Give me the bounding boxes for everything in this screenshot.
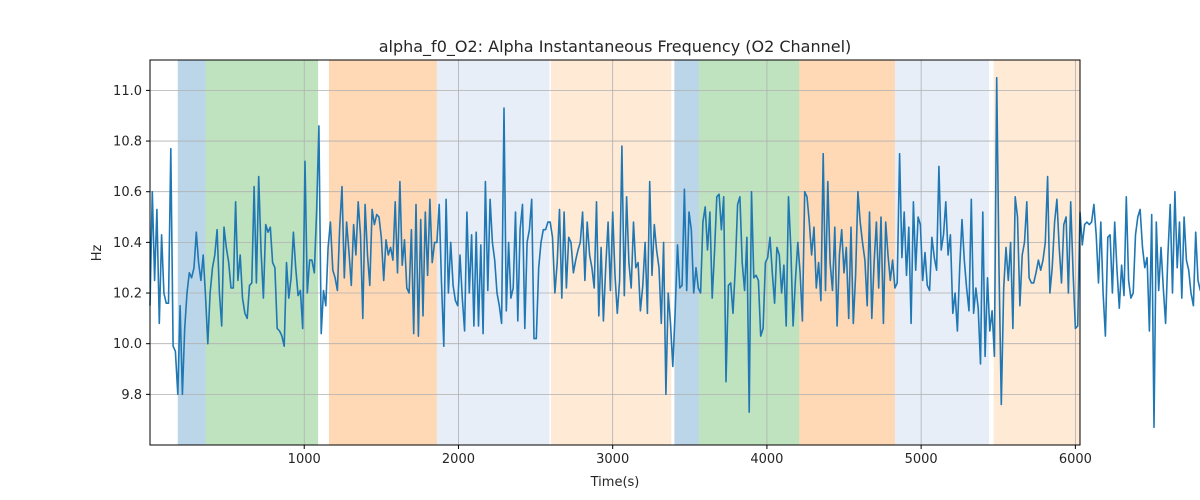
- series-line-alpha_f0_O2: [149, 76, 1200, 429]
- chart-title: alpha_f0_O2: Alpha Instantaneous Frequen…: [379, 37, 852, 57]
- y-tick-label-10.6: 10.6: [113, 185, 142, 200]
- y-tick-label-10.2: 10.2: [113, 287, 142, 302]
- x-tick-label-6000: 6000: [1059, 452, 1092, 467]
- x-tick-label-5000: 5000: [905, 452, 938, 467]
- x-tick-label-4000: 4000: [750, 452, 783, 467]
- data-series: [149, 76, 1200, 429]
- y-axis-label: Hz: [90, 245, 105, 262]
- y-tick-label-11.0: 11.0: [113, 84, 142, 99]
- x-tick-label-2000: 2000: [442, 452, 475, 467]
- y-axis-ticks: 9.8 10.0 10.2 10.4 10.6 10.8 11.0: [113, 84, 150, 403]
- x-axis-ticks: 1000 2000 3000 4000 5000 6000: [288, 445, 1092, 467]
- x-tick-label-3000: 3000: [596, 452, 629, 467]
- band-10: [993, 60, 1080, 445]
- x-axis-label: Time(s): [590, 475, 640, 490]
- y-tick-label-9.8: 9.8: [121, 388, 142, 403]
- band-9: [894, 60, 990, 445]
- plot-frame: [149, 59, 1081, 446]
- y-tick-label-10.0: 10.0: [113, 337, 142, 352]
- grid-lines: [150, 60, 1080, 445]
- y-tick-label-10.4: 10.4: [113, 236, 142, 251]
- y-tick-label-10.8: 10.8: [113, 135, 142, 150]
- x-tick-label-1000: 1000: [288, 452, 321, 467]
